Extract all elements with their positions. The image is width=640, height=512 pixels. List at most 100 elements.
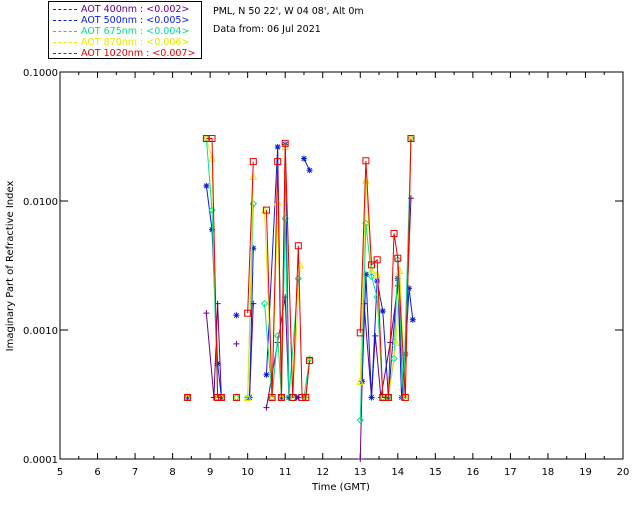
data-point: [384, 393, 392, 401]
tick-labels: 5 6 7 8 9 10 11 12 13 14 15 16 17 18 19 20 0.0001 0.0010 0…: [23, 68, 629, 478]
data-point: [356, 416, 364, 424]
data-point: [402, 351, 409, 358]
y-tick-label: 0.1000: [23, 68, 58, 79]
legend-swatch: [53, 20, 77, 21]
x-tick-label: 12: [316, 467, 329, 478]
x-tick-label: 8: [169, 467, 175, 478]
data-point: [368, 394, 375, 401]
data-point: [285, 393, 293, 402]
data-point: [367, 266, 376, 274]
data-point: [368, 261, 376, 269]
x-tick-label: 11: [279, 467, 292, 478]
data-point: [373, 270, 381, 278]
data-point: [214, 360, 221, 367]
legend: AOT 400nm : <0.002> AOT 500nm : <0.005> …: [48, 1, 202, 59]
data-point: [263, 404, 270, 411]
data-point: [281, 139, 289, 147]
series-line: [303, 158, 311, 171]
data-point: [367, 272, 376, 281]
data-point: [217, 393, 225, 401]
legend-swatch: [53, 42, 77, 43]
x-tick-label: 6: [94, 467, 100, 478]
data-point: [209, 226, 216, 233]
x-tick-label: 16: [466, 467, 479, 478]
data-point: [372, 332, 379, 339]
data-point: [203, 182, 210, 189]
data-point: [273, 198, 282, 206]
series-layer: [183, 134, 416, 462]
data-point: [273, 332, 282, 340]
data-point: [274, 158, 282, 166]
data-point: [398, 394, 405, 401]
data-point: [409, 316, 416, 323]
series-line: [265, 296, 290, 408]
data-point: [401, 393, 409, 401]
data-point: [306, 167, 313, 174]
y-tick-label: 0.0010: [23, 326, 58, 337]
data-point: [373, 293, 381, 301]
legend-item-400nm: AOT 400nm : <0.002>: [53, 4, 189, 15]
y-axis-label: Imaginary Part of Refractive Index: [5, 181, 16, 352]
x-tick-label: 5: [57, 467, 63, 478]
data-point: [379, 308, 386, 315]
legend-item-870nm: AOT 870nm : <0.006>: [53, 37, 189, 48]
x-tick-label: 17: [504, 467, 517, 478]
data-point: [214, 393, 222, 401]
series-line: [305, 360, 311, 398]
data-point: [294, 274, 303, 283]
site-info: PML, N 50 22', W 04 08', Alt 0m: [213, 6, 364, 17]
legend-item-675nm: AOT 675nm : <0.004>: [53, 26, 189, 37]
data-point: [394, 254, 402, 262]
x-tick-label: 14: [391, 467, 404, 478]
data-point: [390, 229, 398, 237]
plot-frame: [59, 71, 624, 460]
data-point: [390, 354, 398, 363]
x-tick-label: 20: [617, 467, 630, 478]
x-tick-label: 10: [241, 467, 254, 478]
data-point: [249, 172, 258, 180]
data-point: [208, 135, 216, 143]
series-aot-1020nm-0-007: [184, 135, 415, 401]
data-point: [357, 456, 364, 462]
data-point: [407, 135, 415, 143]
x-tick-label: 18: [542, 467, 555, 478]
data-point: [294, 242, 302, 250]
series-line: [247, 161, 254, 314]
data-point: [298, 393, 306, 401]
data-point: [249, 158, 257, 166]
data-point: [243, 393, 252, 401]
series-line: [205, 303, 222, 398]
data-point: [373, 256, 381, 264]
data-point: [302, 393, 310, 401]
data-point: [289, 393, 297, 401]
data-point: [232, 393, 240, 401]
data-point: [293, 394, 300, 401]
x-tick-label: 9: [207, 467, 213, 478]
data-point: [244, 309, 252, 317]
data-point: [203, 310, 210, 317]
data-point: [306, 357, 314, 365]
data-point: [232, 393, 241, 401]
x-tick-label: 15: [429, 467, 442, 478]
series-line: [205, 138, 222, 398]
legend-swatch: [53, 53, 77, 54]
data-point: [392, 338, 400, 347]
data-point: [263, 371, 270, 378]
x-tick-label: 7: [132, 467, 138, 478]
data-point: [406, 285, 413, 292]
data-point: [356, 329, 364, 337]
data-point: [356, 377, 365, 385]
data-point: [277, 393, 285, 401]
data-point: [233, 340, 240, 347]
data-point: [250, 300, 257, 307]
date-info: Data from: 06 Jul 2021: [213, 24, 321, 35]
legend-swatch: [53, 9, 77, 10]
series-line: [249, 248, 254, 398]
data-point: [233, 312, 240, 319]
data-point: [262, 206, 270, 214]
x-axis-label: Time (GMT): [311, 482, 370, 493]
data-point: [362, 157, 370, 165]
axis-ticks: [59, 71, 624, 460]
data-point: [394, 275, 401, 282]
